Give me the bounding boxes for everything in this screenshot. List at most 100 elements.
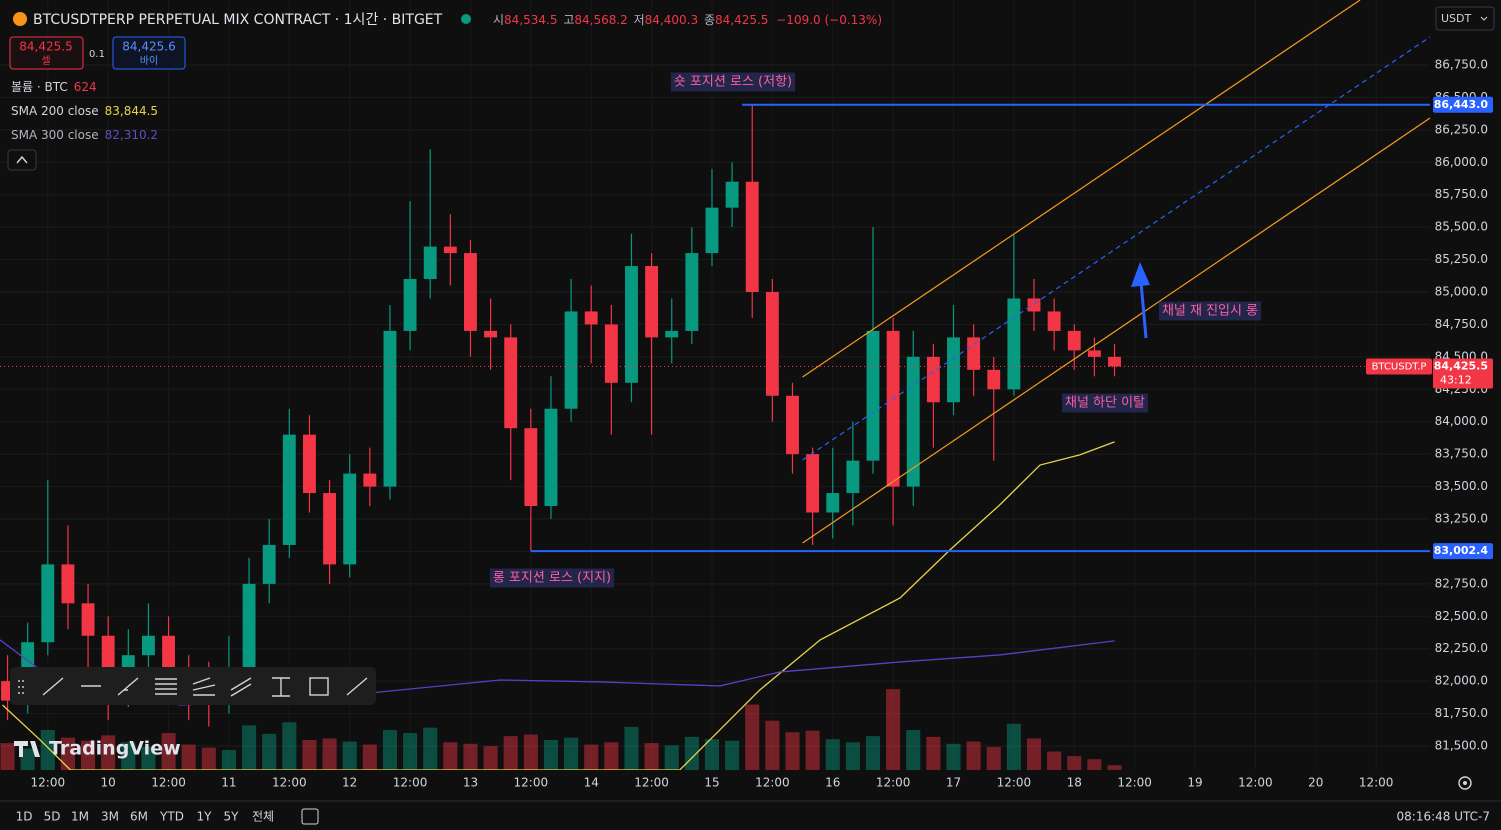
sell-price: 84,425.5 [19, 40, 72, 54]
volume-bar [946, 743, 961, 770]
fan-tool[interactable] [192, 677, 216, 696]
collapse-button[interactable] [7, 149, 37, 171]
drawing-toolbar [10, 667, 376, 705]
volume-bar [745, 704, 760, 770]
candle-body [987, 369, 1001, 390]
candle-body [544, 408, 558, 507]
x-tick-label: 20 [1308, 776, 1323, 790]
range-button[interactable]: 1D [16, 810, 33, 824]
annotation: 롱 포지션 로스 (지지) [493, 571, 611, 586]
range-button[interactable]: 전체 [252, 810, 274, 824]
volume-bar [483, 746, 498, 770]
volume-bar [463, 743, 478, 770]
sell-button[interactable] [9, 36, 84, 70]
x-tick-label: 10 [101, 776, 116, 790]
y-tick-label: 82,250.0 [1435, 641, 1488, 655]
rectangle-tool[interactable] [309, 677, 329, 696]
x-tick-label: 12:00 [514, 776, 549, 790]
candle-body [604, 324, 618, 383]
range-button[interactable]: 1M [71, 810, 89, 824]
range-button[interactable]: 5D [44, 810, 61, 824]
volume-bar [201, 747, 216, 770]
text-tool[interactable] [272, 677, 290, 697]
volume-bar [362, 744, 377, 770]
y-tick-label: 83,750.0 [1435, 447, 1488, 461]
ohlc: 시84,534.5 고84,568.2 저84,400.3 종84,425.5 … [493, 13, 882, 27]
range-button[interactable]: 1Y [197, 810, 213, 824]
candle-body [725, 181, 739, 208]
volume-bar [704, 739, 720, 770]
currency-select[interactable] [1435, 6, 1495, 31]
path-tool[interactable] [346, 677, 368, 696]
candle-body [101, 635, 115, 675]
channel-line [802, 117, 1430, 544]
volume-bar [141, 746, 156, 770]
volume-bar [302, 739, 317, 770]
candle-body [423, 246, 437, 280]
volume-bar [865, 736, 881, 770]
volume-bar [0, 743, 15, 770]
buy-button[interactable] [112, 36, 186, 70]
candle-body [383, 330, 397, 487]
volume-bar [342, 741, 357, 770]
ohlc-value: 84,534.5 [504, 13, 557, 27]
last-price-tag [1433, 358, 1493, 389]
x-tick-label: 14 [584, 776, 599, 790]
date-range-button[interactable] [301, 808, 319, 825]
trend-line-tool[interactable] [42, 677, 64, 696]
candle-body [41, 564, 55, 643]
volume-bar [60, 737, 75, 770]
x-tick-label: 12 [342, 776, 357, 790]
candle-body [242, 583, 256, 675]
drag-handle[interactable] [18, 680, 24, 694]
candle-body [141, 635, 155, 656]
change: −109.0 (−0.13%) [776, 13, 882, 27]
fib-tool[interactable] [155, 678, 177, 695]
ohlc-key: 시 [493, 13, 504, 27]
clock: 08:16:48 UTC-7 [1397, 810, 1490, 824]
range-button[interactable]: 5Y [224, 810, 240, 824]
volume-bar [986, 746, 1001, 770]
candle-body [625, 266, 638, 383]
range-button[interactable]: YTD [159, 810, 184, 824]
candle-body [363, 473, 377, 487]
y-tick-label: 83,250.0 [1435, 511, 1488, 525]
y-tick-label: 85,500.0 [1435, 220, 1488, 234]
volume-bar [101, 735, 116, 770]
volume-bar [403, 733, 418, 770]
candle-body [886, 330, 900, 487]
ohlc-key: 종 [704, 13, 715, 27]
y-tick-label: 81,500.0 [1435, 739, 1488, 753]
candle-body [705, 207, 719, 254]
ohlc-value: 84,425.5 [715, 13, 768, 27]
sell-label: 셀 [41, 55, 50, 67]
annotation-box [1158, 301, 1262, 321]
ray-tool[interactable] [117, 677, 139, 696]
volume-bar [40, 729, 55, 770]
candle-body [81, 603, 95, 636]
channel-tool[interactable] [230, 677, 252, 697]
last-price-label: 84,425.5 [1434, 360, 1488, 373]
symbol-tag-box [1366, 358, 1432, 375]
ohlc-value: 84,568.2 [574, 13, 627, 27]
x-tick-label: 12:00 [151, 776, 186, 790]
market-status [461, 14, 471, 24]
arrow-head [1131, 262, 1150, 287]
candle-body [745, 181, 759, 292]
buy-price: 84,425.6 [122, 40, 175, 54]
ohlc-value: 84,400.3 [645, 13, 698, 27]
candle-body [282, 434, 296, 545]
channel-line [802, 0, 1361, 378]
range-button[interactable]: 6M [130, 810, 148, 824]
symbol-title: BTCUSDTPERP PERPETUAL MIX CONTRACT · 1시간… [33, 12, 443, 28]
candle-body [584, 311, 598, 325]
x-tick-label: 12:00 [634, 776, 669, 790]
volume-bar [382, 729, 397, 770]
volume-bar [926, 736, 941, 770]
settings-button[interactable] [1458, 776, 1472, 790]
volume-bar [1067, 756, 1082, 770]
plot-area [0, 0, 1430, 770]
range-button[interactable]: 3M [101, 810, 119, 824]
legend-name: SMA 300 close [11, 128, 99, 142]
